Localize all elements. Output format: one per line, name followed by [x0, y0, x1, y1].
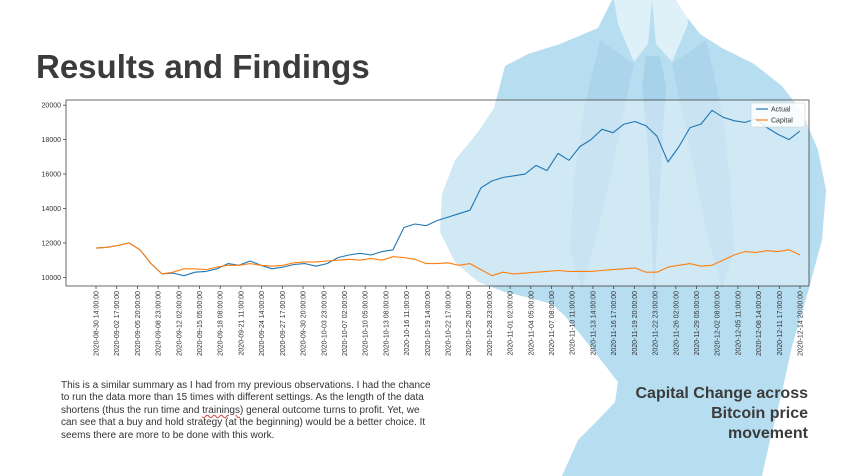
series-line-actual: [95, 109, 801, 277]
x-tick-label: 2020-12-08 14:00:00: [756, 291, 763, 356]
body-text-part-1: This is a similar summary as I had from …: [61, 380, 431, 416]
x-tick-label: 2020-11-22 23:00:00: [653, 291, 660, 356]
x-tick-label: 2020-09-24 14:00:00: [259, 291, 266, 356]
x-axis: 2020-08-30 14:00:00 2020-09-02 17:00:00 20…: [94, 286, 805, 356]
body-text-marked-word: trainings: [202, 404, 240, 416]
legend-label-actual: Actual: [771, 107, 791, 114]
body-text-part-2: ) general outcome turns to profit. Yet, …: [61, 404, 426, 441]
x-tick-label: 2020-11-10 11:00:00: [570, 291, 577, 355]
x-tick-label: 2020-10-28 23:00:00: [487, 291, 494, 356]
y-axis: 10000 12000 14000 16000 18000 20000: [42, 103, 66, 282]
x-tick-label: 2020-10-03 23:00:00: [321, 291, 328, 356]
caption-line-2: Bitcoin price: [711, 405, 808, 422]
y-tick-label: 18000: [42, 137, 62, 144]
slide-title: Results and Findings: [36, 48, 370, 85]
x-tick-label: 2020-11-13 14:00:00: [590, 291, 597, 356]
y-tick-label: 20000: [42, 103, 62, 110]
x-tick-label: 2020-09-30 20:00:00: [301, 291, 308, 356]
x-tick-label: 2020-11-01 02:00:00: [508, 291, 515, 356]
caption-line-1: Capital Change across: [635, 385, 809, 402]
x-tick-label: 2020-09-05 20:00:00: [135, 291, 142, 356]
chart-caption: Capital Change across Bitcoin price move…: [636, 384, 809, 444]
x-tick-label: 2020-11-16 17:00:00: [611, 291, 618, 356]
silhouette-collar: [614, 0, 652, 62]
legend-label-capital: Capital: [771, 118, 793, 125]
x-tick-label: 2020-10-10 05:00:00: [363, 291, 370, 356]
x-tick-label: 2020-10-22 17:00:00: [446, 291, 453, 356]
y-tick-label: 12000: [42, 240, 62, 247]
caption-line-3: movement: [727, 425, 808, 442]
x-tick-label: 2020-09-02 17:00:00: [114, 291, 121, 356]
plot-area: [65, 99, 810, 287]
capital-chart: 10000 12000 14000 16000 18000 20000 2020-08-3…: [42, 99, 810, 356]
x-tick-label: 2020-10-16 11:00:00: [404, 291, 411, 356]
x-tick-label: 2020-10-19 14:00:00: [425, 291, 432, 356]
x-tick-label: 2020-09-27 17:00:00: [280, 291, 287, 356]
x-tick-label: 2020-09-18 08:00:00: [218, 291, 225, 356]
body-paragraph: This is a similar summary as I had from …: [61, 380, 433, 442]
silhouette-lapel-left: [570, 40, 634, 290]
x-tick-label: 2020-11-04 05:00:00: [528, 291, 535, 356]
x-tick-label: 2020-11-19 20:00:00: [632, 291, 639, 356]
x-tick-label: 2020-12-05 11:00:00: [735, 291, 742, 356]
x-tick-label: 2020-10-25 20:00:00: [466, 291, 473, 356]
x-tick-label: 2020-10-07 02:00:00: [342, 291, 349, 356]
x-tick-label: 2020-09-12 02:00:00: [176, 291, 183, 356]
silhouette-tie: [642, 56, 666, 300]
x-tick-label: 2020-10-13 08:00:00: [383, 291, 390, 356]
y-tick-label: 14000: [42, 206, 62, 213]
x-tick-label: 2020-12-11 17:00:00: [777, 291, 784, 356]
silhouette-lapel-right: [672, 40, 734, 290]
x-tick-label: 2020-11-29 05:00:00: [694, 291, 701, 356]
series-layer: [95, 109, 801, 277]
silhouette-collar-right: [652, 0, 688, 62]
x-tick-label: 2020-12-02 08:00:00: [715, 291, 722, 356]
x-tick-label: 2020-11-07 08:00:00: [549, 291, 556, 356]
x-tick-label: 2020-08-30 14:00:00: [94, 291, 101, 356]
x-tick-label: 2020-12-14 20:00:00: [798, 291, 805, 356]
y-tick-label: 16000: [42, 172, 62, 179]
x-tick-label: 2020-09-15 05:00:00: [197, 291, 204, 356]
y-tick-label: 10000: [42, 275, 62, 282]
series-line-capital: [95, 242, 801, 277]
x-tick-label: 2020-09-21 11:00:00: [238, 291, 245, 356]
x-tick-label: 2020-11-26 02:00:00: [673, 291, 680, 356]
legend: Actual Capital: [750, 102, 806, 128]
x-tick-label: 2020-09-08 23:00:00: [156, 291, 163, 356]
